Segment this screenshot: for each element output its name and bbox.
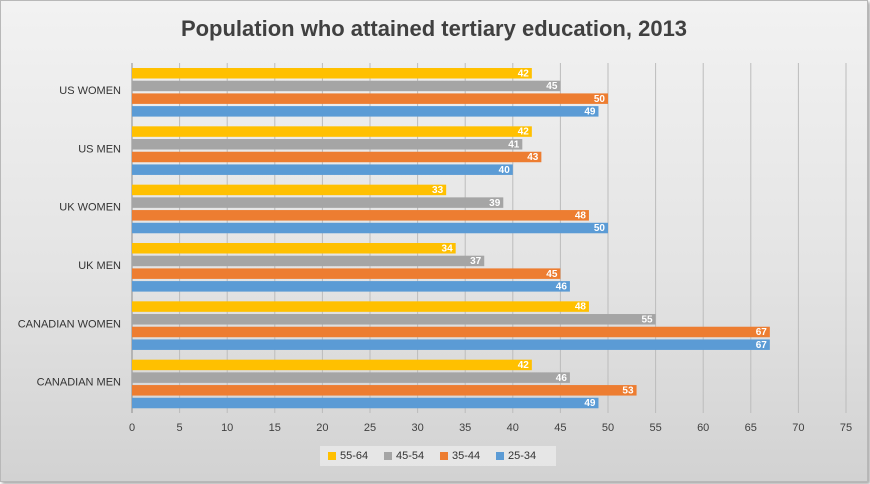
bar (132, 314, 656, 325)
category-label: UK WOMEN (59, 202, 121, 214)
value-axis: 0 5 10 15 20 25 30 35 40 45 50 55 60 65 70 75 (129, 422, 852, 434)
data-label: 41 (508, 139, 520, 150)
x-tick-label: 75 (840, 422, 852, 434)
legend-swatch (440, 452, 448, 460)
data-label: 50 (594, 94, 606, 105)
legend-label: 25-34 (508, 450, 536, 462)
data-label: 42 (518, 360, 530, 371)
category-label: US WOMEN (59, 85, 121, 97)
data-label: 55 (641, 314, 653, 325)
x-tick-label: 60 (697, 422, 709, 434)
data-label: 46 (556, 281, 568, 292)
bars (132, 68, 770, 409)
bar (132, 126, 532, 137)
data-label: 45 (546, 81, 558, 92)
bar (132, 281, 570, 292)
bar (132, 301, 589, 312)
x-tick-label: 55 (649, 422, 661, 434)
bar (132, 164, 513, 175)
bar (132, 210, 589, 221)
data-label: 50 (594, 223, 606, 234)
bar (132, 139, 523, 150)
category-label: UK MEN (78, 260, 121, 272)
category-label: US MEN (78, 143, 121, 155)
data-label: 39 (489, 198, 501, 209)
x-tick-label: 65 (745, 422, 757, 434)
bar (132, 243, 456, 254)
data-label: 37 (470, 256, 482, 267)
category-label: CANADIAN MEN (37, 377, 121, 389)
x-tick-label: 5 (177, 422, 183, 434)
legend-swatch (496, 452, 504, 460)
data-label: 67 (756, 327, 768, 338)
bar (132, 197, 504, 208)
chart-title: Population who attained tertiary educati… (181, 16, 687, 41)
data-label: 67 (756, 340, 768, 351)
bar (132, 93, 608, 104)
data-label: 48 (575, 210, 587, 221)
x-tick-label: 50 (602, 422, 614, 434)
bar (132, 151, 542, 163)
category-label: CANADIAN WOMEN (18, 318, 121, 330)
legend-box (320, 446, 556, 466)
data-label: 48 (575, 302, 587, 313)
legend-swatch (328, 452, 336, 460)
x-tick-label: 25 (364, 422, 376, 434)
bar (132, 359, 532, 371)
x-tick-label: 45 (554, 422, 566, 434)
x-tick-label: 20 (316, 422, 328, 434)
legend-swatch (384, 452, 392, 460)
data-label: 34 (442, 243, 454, 254)
x-tick-label: 10 (221, 422, 233, 434)
bar (132, 184, 447, 196)
legend-label: 45-54 (396, 450, 424, 462)
bar (132, 326, 770, 338)
data-label: 49 (584, 398, 596, 409)
data-label: 45 (546, 269, 558, 280)
bar (132, 255, 485, 267)
bar (132, 397, 599, 409)
legend-label: 35-44 (452, 450, 480, 462)
bar (132, 339, 770, 350)
bar (132, 372, 570, 383)
data-label: 53 (622, 385, 634, 396)
legend: 55-64 45-54 35-44 25-34 (320, 446, 556, 466)
gridlines (131, 63, 847, 413)
x-tick-label: 30 (411, 422, 423, 434)
bar (132, 106, 599, 117)
x-tick-label: 40 (507, 422, 519, 434)
bar (132, 68, 532, 79)
bar (132, 385, 637, 396)
data-label: 42 (518, 127, 530, 138)
bar (132, 80, 561, 92)
data-labels: 4245504942414340333948503437454648556767… (432, 68, 767, 409)
data-label: 43 (527, 152, 539, 163)
legend-label: 55-64 (340, 450, 368, 462)
x-tick-label: 70 (792, 422, 804, 434)
bar (132, 268, 561, 279)
data-label: 33 (432, 185, 444, 196)
category-axis: US WOMEN US MEN UK WOMEN UK MEN CANADIAN WOM… (18, 85, 121, 389)
data-label: 46 (556, 373, 568, 384)
data-label: 42 (518, 68, 530, 79)
x-tick-label: 35 (459, 422, 471, 434)
x-tick-label: 0 (129, 422, 135, 434)
data-label: 40 (499, 165, 511, 176)
bar (132, 222, 608, 234)
x-tick-label: 15 (269, 422, 281, 434)
data-label: 49 (584, 106, 596, 117)
